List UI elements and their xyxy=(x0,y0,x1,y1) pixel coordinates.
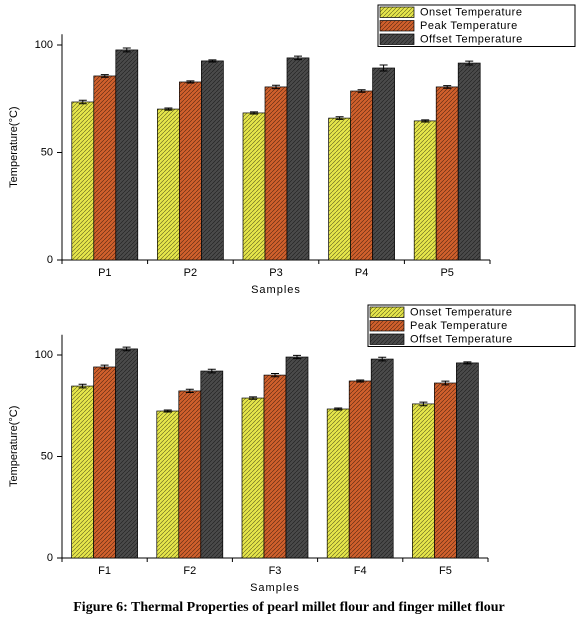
bar xyxy=(456,362,479,559)
bar xyxy=(201,60,224,261)
error-bar xyxy=(357,89,366,93)
legend-label: Offset Temperature xyxy=(420,34,523,46)
x-axis-title: Samples xyxy=(250,582,300,594)
bar xyxy=(348,380,372,559)
error-bar xyxy=(465,60,474,66)
error-bar xyxy=(379,64,388,72)
error-bar xyxy=(250,111,258,115)
legend-label: Offset Temperature xyxy=(410,334,513,346)
bar xyxy=(286,57,310,261)
bar xyxy=(200,370,224,559)
bar xyxy=(412,403,435,559)
error-bar xyxy=(163,409,172,413)
bar xyxy=(157,108,180,261)
error-bar xyxy=(164,107,173,111)
bar xyxy=(178,390,202,559)
y-axis-title: Temperature(°C) xyxy=(8,406,20,487)
bar xyxy=(179,81,202,261)
y-tick-label: 100 xyxy=(35,39,53,51)
bar xyxy=(93,366,116,559)
error-bar xyxy=(122,346,131,352)
legend-swatch xyxy=(379,33,415,45)
x-tick-label: P1 xyxy=(98,267,111,279)
bar xyxy=(115,49,139,261)
x-tick-label: F3 xyxy=(269,565,282,577)
error-bar xyxy=(78,383,87,389)
error-bar xyxy=(272,84,280,90)
error-bar xyxy=(100,364,109,370)
bar xyxy=(242,112,266,261)
x-tick-label: P3 xyxy=(269,267,282,279)
error-bar xyxy=(186,80,195,84)
bar xyxy=(71,101,95,261)
bar xyxy=(71,385,94,559)
bar xyxy=(372,67,395,261)
y-tick-label: 0 xyxy=(47,254,53,266)
bar xyxy=(263,374,287,559)
legend-swatch xyxy=(369,306,405,318)
bar xyxy=(457,62,481,261)
y-axis-title: Temperature(°C) xyxy=(8,106,20,187)
y-tick-label: 0 xyxy=(47,552,53,564)
bar xyxy=(434,382,457,559)
x-tick-label: P2 xyxy=(184,267,197,279)
bar xyxy=(326,408,350,559)
legend-swatch xyxy=(379,6,415,18)
bar xyxy=(435,86,459,261)
error-bar xyxy=(463,361,472,365)
x-tick-label: F4 xyxy=(354,565,367,577)
error-bar xyxy=(249,396,257,400)
error-bar xyxy=(207,368,216,374)
error-bar xyxy=(356,379,365,383)
bar xyxy=(264,86,288,261)
error-bar xyxy=(419,401,428,407)
x-tick-label: P4 xyxy=(355,267,368,279)
error-bar xyxy=(294,55,302,61)
legend-swatch xyxy=(369,333,405,345)
error-bar xyxy=(271,372,279,378)
error-bar xyxy=(335,116,344,120)
error-bar xyxy=(100,74,109,78)
error-bar xyxy=(443,85,452,89)
bar xyxy=(328,117,351,261)
error-bar xyxy=(421,119,430,123)
error-bar xyxy=(293,354,301,360)
error-bar xyxy=(334,407,343,411)
error-bar xyxy=(441,380,450,386)
legend-swatch xyxy=(369,320,405,332)
y-tick-label: 100 xyxy=(35,349,53,361)
x-axis-title: Samples xyxy=(251,284,301,296)
error-bar xyxy=(78,99,87,105)
legend-swatch xyxy=(379,20,415,32)
legend-label: Peak Temperature xyxy=(410,320,508,332)
bar xyxy=(413,120,437,261)
legend-label: Peak Temperature xyxy=(420,20,518,32)
error-bar xyxy=(185,388,194,394)
bar xyxy=(241,397,265,559)
bar xyxy=(350,90,373,261)
y-tick-label: 50 xyxy=(41,146,53,158)
x-tick-label: F1 xyxy=(98,565,111,577)
bar xyxy=(156,410,180,559)
bar xyxy=(285,356,309,559)
bar xyxy=(115,348,138,559)
x-tick-label: P5 xyxy=(440,267,453,279)
x-tick-label: F5 xyxy=(439,565,452,577)
y-tick-label: 50 xyxy=(41,450,53,462)
x-tick-label: F2 xyxy=(183,565,196,577)
error-bar xyxy=(208,59,217,63)
bar xyxy=(93,75,117,261)
error-bar xyxy=(122,47,131,53)
bar xyxy=(370,358,394,559)
caption: Figure 6: Thermal Properties of pearl mi… xyxy=(73,600,504,615)
error-bar xyxy=(378,356,387,362)
legend-label: Onset Temperature xyxy=(410,307,512,319)
legend-label: Onset Temperature xyxy=(420,7,522,19)
